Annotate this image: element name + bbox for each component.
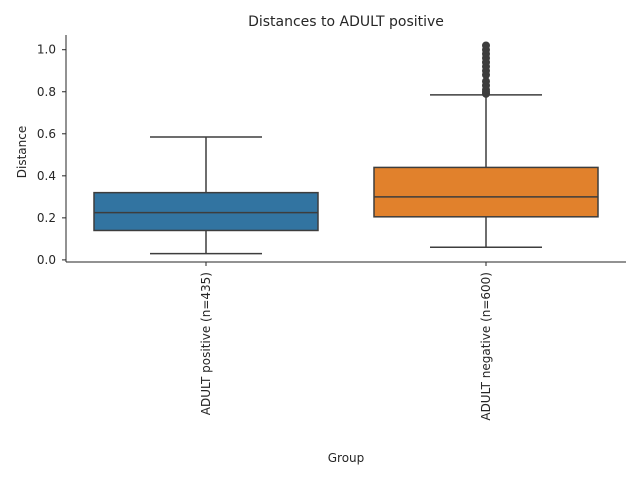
outlier-point: [482, 41, 490, 50]
x-tick-label: ADULT negative (n=600): [479, 272, 493, 421]
y-tick-label: 0.0: [37, 253, 56, 267]
box-1: [93, 136, 319, 255]
chart-title: Distances to ADULT positive: [248, 14, 444, 30]
x-tick-label: ADULT positive (n=435): [199, 272, 213, 415]
y-tick-label: 0.4: [37, 169, 56, 183]
y-tick-label: 0.6: [37, 127, 56, 141]
x-axis-label: Group: [328, 451, 365, 465]
y-tick-label: 1.0: [37, 43, 56, 57]
x-axis-ticks: ADULT positive (n=435) ADULT negative (n=…: [199, 262, 493, 421]
iqr-box: [93, 191, 319, 232]
iqr-box: [373, 166, 599, 218]
y-tick-label: 0.2: [37, 211, 56, 225]
box-2: [373, 41, 599, 249]
y-axis-label: Distance: [15, 126, 29, 178]
box-group: [93, 41, 599, 255]
y-tick-label: 0.8: [37, 85, 56, 99]
y-axis-ticks: 0.0 0.2 0.4 0.6 0.8 1.0: [37, 43, 66, 267]
